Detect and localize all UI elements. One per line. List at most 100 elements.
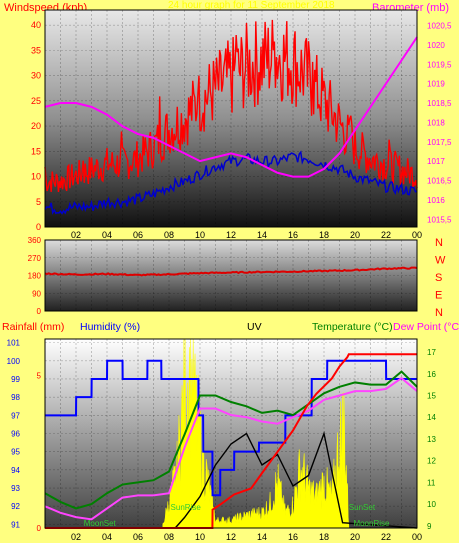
temperature-series-line: [44, 370, 418, 510]
barometer-y-tick-label: 1017,5: [427, 138, 452, 147]
wind-x-tick-label: 02: [71, 230, 81, 240]
wind-x-tick-label: 08: [164, 230, 174, 240]
barometer-y-tick-label: 1018: [427, 118, 445, 127]
wind-x-tick-label: 16: [288, 230, 298, 240]
rainfall-series-line: [45, 353, 417, 529]
temperature-y-tick-label: 17: [427, 348, 436, 357]
direction-y-tick-label: 180: [28, 272, 42, 281]
temperature-y-tick-label: 13: [427, 435, 436, 444]
humidity-y-tick-label: 96: [11, 430, 20, 439]
windspeed-y-tick-label: 20: [31, 121, 41, 131]
climate-x-tick-label: 20: [350, 532, 360, 542]
barometer-y-tick-label: 1018,5: [427, 99, 452, 108]
climate-x-tick-label: 12: [226, 532, 236, 542]
uv-series-line: [45, 430, 418, 529]
rainfall-y-tick-label: 0: [37, 524, 42, 533]
humidity-y-tick-label: 94: [11, 466, 20, 475]
barometer-y-tick-label: 1020: [427, 41, 445, 50]
compass-label: S: [435, 272, 442, 284]
climate-x-tick-label: 08: [164, 532, 174, 542]
moonrise-annotation: MoonRise: [353, 519, 390, 528]
temperature-axis-title: Temperature (°C): [312, 321, 393, 333]
barometer-y-tick-label: 1019,5: [427, 60, 452, 69]
climate-x-tick-label: 18: [319, 532, 329, 542]
wind-panel-frame: [44, 9, 418, 228]
climate-x-tick-label: 04: [102, 532, 112, 542]
direction-y-tick-label: 90: [32, 289, 41, 298]
humidity-series-line: [45, 359, 417, 497]
barometer-y-tick-label: 1017: [427, 157, 445, 166]
humidity-y-tick-label: 101: [7, 339, 21, 348]
humidity-axis-title: Humidity (%): [80, 321, 141, 333]
temperature-y-tick-label: 9: [427, 522, 432, 531]
barometer-series-line: [44, 36, 418, 178]
humidity-y-tick-label: 95: [11, 448, 20, 457]
direction-y-tick-label: 360: [28, 236, 42, 245]
direction-y-tick-label: 270: [28, 254, 42, 263]
temperature-y-tick-label: 10: [427, 500, 436, 509]
wind-x-tick-label: 04: [102, 230, 112, 240]
windspeed-y-tick-label: 30: [31, 71, 41, 81]
climate-x-tick-label: 10: [195, 532, 205, 542]
wind-x-tick-label: 00: [412, 230, 422, 240]
barometer-y-tick-label: 1015,5: [427, 215, 452, 224]
climate-x-tick-label: 02: [71, 532, 81, 542]
climate-panel-frame: [44, 338, 418, 529]
wind-x-tick-label: 14: [257, 230, 267, 240]
windspeed-y-tick-label: 0: [36, 222, 41, 232]
average-wind-series-line: [44, 150, 418, 215]
humidity-y-tick-label: 93: [11, 484, 20, 493]
temperature-y-tick-label: 11: [427, 478, 436, 487]
sunrise-annotation: SunRise: [171, 503, 202, 512]
humidity-y-tick-label: 92: [11, 502, 20, 511]
compass-label: N: [435, 307, 443, 319]
wind-x-tick-label: 20: [350, 230, 360, 240]
wind-panel-background: [45, 10, 417, 227]
windspeed-y-tick-label: 40: [31, 20, 41, 30]
wind-x-tick-label: 22: [381, 230, 391, 240]
direction-panel-frame: [44, 239, 418, 312]
direction-y-tick-label: 0: [37, 307, 42, 316]
compass-label: W: [435, 255, 446, 267]
windspeed-y-tick-label: 15: [31, 146, 41, 156]
barometer-y-tick-label: 1020,5: [427, 22, 452, 31]
dewpoint-axis-title: Dew Point (°C): [393, 321, 459, 333]
compass-label: E: [435, 290, 442, 302]
wind-x-tick-label: 06: [133, 230, 143, 240]
wind-x-tick-label: 10: [195, 230, 205, 240]
wind-direction-series-line: [44, 266, 418, 277]
rainfall-axis-title: Rainfall (mm): [2, 321, 65, 333]
windspeed-y-tick-label: 5: [36, 197, 41, 207]
temperature-y-tick-label: 16: [427, 370, 436, 379]
temperature-y-tick-label: 14: [427, 413, 436, 422]
sunset-annotation: SunSet: [349, 503, 376, 512]
windspeed-y-tick-label: 10: [31, 172, 41, 182]
windspeed-y-tick-label: 25: [31, 96, 41, 106]
rainfall-y-tick-label: 5: [37, 372, 42, 381]
climate-x-tick-label: 00: [412, 532, 422, 542]
climate-x-tick-label: 16: [288, 532, 298, 542]
wind-x-tick-label: 18: [319, 230, 329, 240]
uv-axis-title: UV: [247, 321, 262, 333]
direction-panel-background: [45, 240, 417, 311]
humidity-y-tick-label: 98: [11, 393, 20, 402]
moonset-annotation: MoonSet: [84, 519, 117, 528]
climate-x-tick-label: 06: [133, 532, 143, 542]
climate-x-tick-label: 14: [257, 532, 267, 542]
wind-x-tick-label: 12: [226, 230, 236, 240]
compass-label: N: [435, 237, 443, 249]
temperature-y-tick-label: 12: [427, 457, 436, 466]
humidity-y-tick-label: 100: [7, 357, 21, 366]
climate-x-tick-label: 22: [381, 532, 391, 542]
dewpoint-series-line: [44, 376, 418, 521]
barometer-y-tick-label: 1019: [427, 80, 445, 89]
temperature-y-tick-label: 15: [427, 391, 436, 400]
humidity-y-tick-label: 97: [11, 411, 20, 420]
barometer-y-tick-label: 1016: [427, 196, 445, 205]
windspeed-y-tick-label: 35: [31, 45, 41, 55]
humidity-y-tick-label: 99: [11, 375, 20, 384]
graph-date-title: 24 hour graph for 11 September 2018: [168, 0, 335, 11]
humidity-y-tick-label: 91: [11, 520, 20, 529]
